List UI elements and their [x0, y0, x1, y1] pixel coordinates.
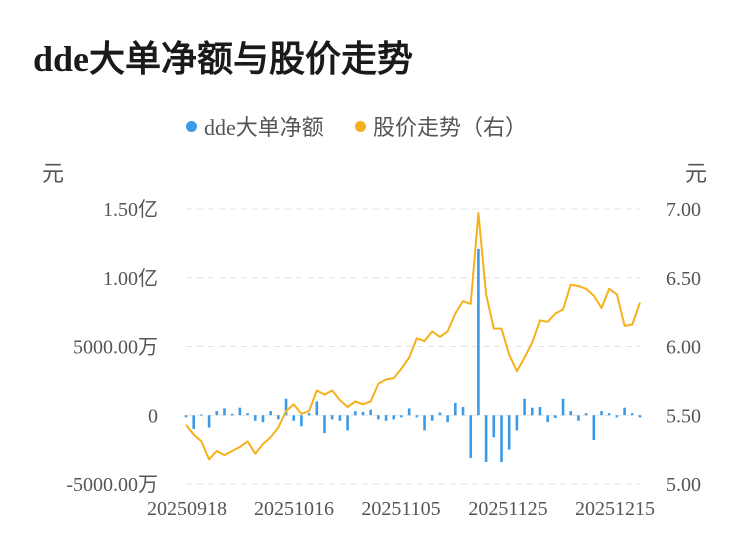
left-axis-ticks: -5000.00万 0 5000.00万 1.00亿 1.50亿	[66, 198, 158, 496]
dde-bar[interactable]	[400, 415, 403, 418]
dde-bar[interactable]	[631, 413, 634, 416]
dde-bar[interactable]	[423, 415, 426, 431]
dde-bar[interactable]	[454, 402, 457, 416]
legend: dde大单净额 股价走势（右）	[0, 108, 750, 142]
dde-bar[interactable]	[207, 415, 211, 428]
dde-bar[interactable]	[407, 408, 411, 416]
dde-bar[interactable]	[492, 415, 496, 438]
left-tick-label: -5000.00万	[66, 474, 158, 496]
dde-bar[interactable]	[577, 415, 580, 421]
dde-bar[interactable]	[507, 415, 511, 450]
x-tick-label: 20251215	[575, 498, 655, 520]
left-tick-label: 0	[148, 405, 158, 427]
dde-bar[interactable]	[338, 415, 342, 421]
dde-bar[interactable]	[415, 415, 419, 418]
dde-bar[interactable]	[561, 398, 565, 416]
dde-bar[interactable]	[361, 411, 365, 416]
dde-bar[interactable]	[484, 415, 488, 462]
dde-bar[interactable]	[592, 415, 596, 440]
dde-bar[interactable]	[323, 415, 326, 434]
dde-bar[interactable]	[269, 411, 272, 416]
left-tick-label: 1.00亿	[103, 267, 158, 290]
dde-bar[interactable]	[200, 414, 203, 416]
line-series	[185, 212, 641, 461]
dde-bar[interactable]	[253, 415, 257, 421]
page-title: dde大单净额与股价走势	[33, 39, 414, 79]
x-tick-label: 20251125	[468, 498, 547, 520]
legend-item-dde[interactable]: dde大单净额	[186, 110, 324, 142]
right-axis-ticks: 5.00 5.50 6.00 6.50 7.00	[666, 199, 701, 496]
dde-bar[interactable]	[384, 415, 388, 421]
dde-bar[interactable]	[292, 415, 296, 421]
x-tick-label: 20250918	[147, 498, 227, 520]
x-tick-label: 20251105	[361, 498, 440, 520]
dde-bar[interactable]	[477, 248, 480, 416]
dde-bar[interactable]	[215, 411, 219, 416]
dde-bar[interactable]	[546, 415, 549, 423]
left-tick-label: 5000.00万	[73, 337, 158, 359]
left-axis-unit: 元	[42, 161, 65, 186]
legend-dot-price	[355, 120, 366, 132]
legend-dot-dde	[186, 120, 197, 132]
right-tick-label: 6.00	[666, 337, 701, 359]
left-tick-label: 1.50亿	[103, 198, 158, 221]
dde-bar[interactable]	[446, 415, 449, 423]
right-axis-unit: 元	[685, 161, 708, 186]
dde-bar[interactable]	[284, 398, 288, 416]
dde-bar[interactable]	[246, 413, 249, 416]
dde-bar[interactable]	[461, 407, 465, 416]
dde-bar[interactable]	[353, 411, 357, 416]
dde-bar[interactable]	[192, 415, 195, 429]
right-tick-label: 6.50	[666, 268, 701, 290]
dde-bar[interactable]	[277, 415, 280, 420]
dde-bar[interactable]	[330, 415, 334, 420]
dde-bar[interactable]	[184, 415, 188, 418]
dde-bar[interactable]	[538, 407, 542, 416]
dde-bar[interactable]	[523, 398, 526, 416]
dde-bar[interactable]	[307, 413, 311, 416]
legend-label-dde: dde大单净额	[204, 115, 324, 140]
dde-bar[interactable]	[223, 408, 226, 416]
dde-bar[interactable]	[600, 411, 603, 416]
dde-bar[interactable]	[500, 415, 503, 462]
dde-bar[interactable]	[569, 411, 573, 416]
dde-bar[interactable]	[607, 413, 611, 416]
dde-bar[interactable]	[584, 413, 588, 416]
dde-bar[interactable]	[515, 415, 519, 431]
dde-bar[interactable]	[469, 415, 473, 458]
x-axis-ticks: 20250918 20251016 20251105 20251125 20251215	[147, 498, 655, 520]
dde-bar[interactable]	[530, 407, 534, 416]
right-tick-label: 7.00	[666, 199, 701, 221]
dde-bar[interactable]	[638, 415, 642, 418]
dde-bar[interactable]	[230, 413, 234, 416]
price-line[interactable]	[185, 212, 641, 461]
dde-bar[interactable]	[261, 415, 265, 423]
dde-bar[interactable]	[392, 415, 396, 420]
dde-bar[interactable]	[623, 407, 626, 416]
dde-bar[interactable]	[615, 415, 619, 418]
dde-bar[interactable]	[438, 412, 442, 416]
right-tick-label: 5.00	[666, 474, 701, 496]
dde-bar[interactable]	[346, 415, 349, 431]
dde-bar[interactable]	[554, 415, 557, 418]
dde-bar[interactable]	[430, 415, 434, 421]
dde-bar[interactable]	[315, 401, 319, 416]
dde-bar[interactable]	[369, 409, 372, 416]
legend-item-price[interactable]: 股价走势（右）	[355, 110, 527, 142]
bar-series	[184, 248, 642, 462]
dde-bar[interactable]	[238, 407, 242, 416]
dde-bar[interactable]	[300, 415, 303, 427]
right-tick-label: 5.50	[666, 405, 701, 427]
x-tick-label: 20251016	[254, 498, 334, 520]
dde-bar[interactable]	[377, 415, 380, 420]
legend-label-price: 股价走势（右）	[373, 115, 528, 140]
